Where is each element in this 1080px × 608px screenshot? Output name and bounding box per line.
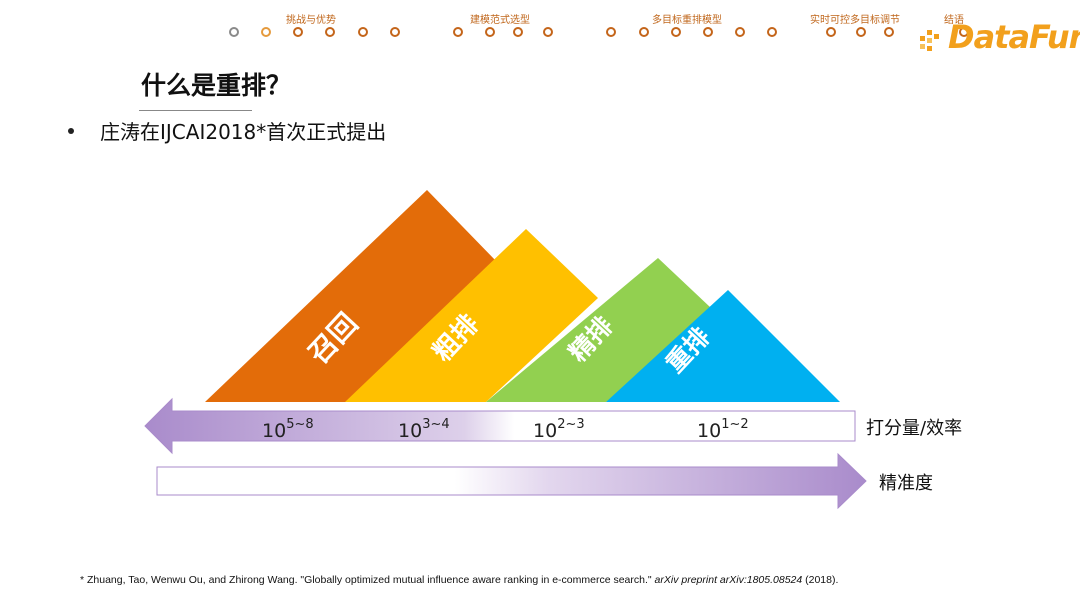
nav-dot[interactable] (453, 27, 463, 37)
nav-dot[interactable] (856, 27, 866, 37)
nav-dot[interactable] (735, 27, 745, 37)
nav-dot[interactable] (543, 27, 553, 37)
stage-rerank (606, 290, 840, 402)
stage-coarse-rank (345, 229, 598, 402)
nav-label: 建模范式选型 (470, 15, 530, 26)
nav-dot[interactable] (358, 27, 368, 37)
logo-mark-icon (920, 30, 939, 51)
logo-text: DataFun. (948, 18, 1080, 56)
nav-dot[interactable] (229, 27, 239, 37)
nav-dot[interactable] (884, 27, 894, 37)
nav-dot[interactable] (390, 27, 400, 37)
nav-dot[interactable] (671, 27, 681, 37)
efficiency-arrow (144, 397, 856, 455)
nav-dot[interactable] (606, 27, 616, 37)
nav-label: 结语 (944, 15, 964, 26)
nav-dot[interactable] (959, 27, 969, 37)
nav-dot[interactable] (703, 27, 713, 37)
bullet-icon (68, 128, 74, 134)
nav-dot[interactable] (826, 27, 836, 37)
precision-label: 精准度 (879, 473, 933, 494)
stage-recall (205, 190, 497, 402)
citation-main: * Zhuang, Tao, Wenwu Ou, and Zhirong Wan… (80, 574, 655, 586)
bullet-text: 庄涛在IJCAI2018*首次正式提出 (100, 120, 387, 144)
citation-journal: arXiv preprint arXiv:1805.08524 (654, 574, 803, 586)
nav-dot[interactable] (513, 27, 523, 37)
slide-title: 什么是重排？ (141, 71, 292, 100)
citation-footnote: * Zhuang, Tao, Wenwu Ou, and Zhirong Wan… (80, 574, 838, 586)
scale-label-recall: 105~8 (262, 417, 314, 442)
precision-arrow (156, 452, 867, 510)
nav-label: 实时可控多目标调节 (810, 15, 900, 26)
scale-label-coarse: 103~4 (398, 417, 450, 442)
nav-dot[interactable] (261, 27, 271, 37)
nav-dot[interactable] (639, 27, 649, 37)
scale-label-fine: 102~3 (533, 417, 585, 442)
nav-dot[interactable] (767, 27, 777, 37)
nav-dot[interactable] (485, 27, 495, 37)
efficiency-label: 打分量/效率 (866, 418, 963, 439)
citation-year: (2018). (802, 574, 839, 586)
stage-fine-rank (486, 258, 728, 402)
datafun-logo: DataFun. (918, 18, 1080, 58)
title-underline (139, 110, 252, 111)
nav-label: 多目标重排模型 (652, 15, 722, 26)
nav-label: 挑战与优势 (286, 15, 336, 26)
nav-dot[interactable] (293, 27, 303, 37)
nav-dot[interactable] (325, 27, 335, 37)
scale-label-rerank: 101~2 (697, 417, 749, 442)
